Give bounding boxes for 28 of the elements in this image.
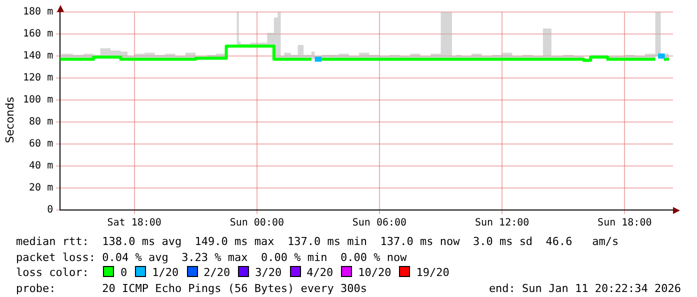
text: end: Sun Jan 11 20:22:34 2026 xyxy=(488,280,681,296)
y-tick-label: 80 m xyxy=(29,116,54,128)
y-axis-title: Seconds xyxy=(4,96,16,144)
x-tick-label: Sat 18:00 xyxy=(107,218,162,229)
y-tick-label: 60 m xyxy=(29,138,54,150)
y-tick-label: 20 m xyxy=(29,182,54,194)
legend-label: 19/20 xyxy=(416,266,450,279)
y-tick-label: 100 m xyxy=(22,94,54,106)
x-tick-label: Sun 12:00 xyxy=(474,218,530,229)
x-tick-label: Sun 00:00 xyxy=(230,218,284,229)
y-tick-label: 0 xyxy=(47,204,54,216)
legend-label: 10/20 xyxy=(358,266,392,279)
legend-title: loss color: xyxy=(16,266,90,279)
text: packet loss: 0.04 % avg 3.23 % max 0.00 % min 0.00 % now xyxy=(16,250,408,265)
legend-label: 0 xyxy=(120,266,128,279)
x-tick-label: Sun 06:00 xyxy=(352,218,407,229)
y-tick-label: 160 m xyxy=(22,28,54,40)
text: median rtt: 138.0 ms avg 149.0 ms max 137.0 ms min 137.0 ms now 3.0 ms sd 46.6 am/s xyxy=(16,234,620,250)
y-tick-label: 180 m xyxy=(22,6,54,18)
legend-label: 4/20 xyxy=(306,266,334,279)
y-tick-label: 40 m xyxy=(29,160,54,172)
y-tick-label: 120 m xyxy=(22,72,54,84)
y-tick-label: 140 m xyxy=(22,50,54,62)
x-tick-label: Sun 18:00 xyxy=(598,218,652,229)
legend-label: 2/20 xyxy=(204,266,230,279)
legend-label: 3/20 xyxy=(255,266,282,279)
legend-label: 1/20 xyxy=(152,266,179,279)
text: probe: 20 ICMP Echo Pings (56 Bytes) every 300s xyxy=(16,280,367,296)
